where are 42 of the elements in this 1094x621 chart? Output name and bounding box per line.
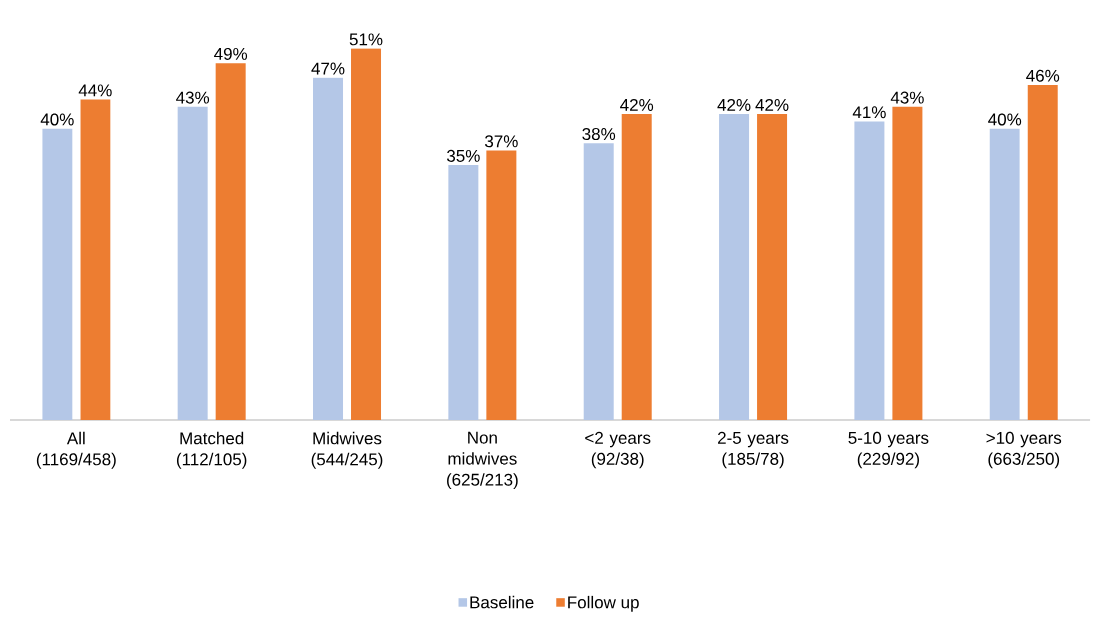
legend-label: Follow up: [568, 595, 639, 612]
x-tick-label: <2 years (92/38): [585, 431, 651, 469]
data-label: 43%: [890, 91, 924, 104]
bar: [621, 114, 652, 420]
data-label: 47%: [311, 62, 345, 75]
bar: [42, 128, 73, 420]
data-label: 40%: [40, 113, 74, 126]
data-label: 41%: [852, 106, 886, 119]
data-label: 44%: [78, 84, 112, 97]
bar: [448, 165, 479, 420]
bar: [351, 48, 382, 420]
data-label: 35%: [446, 149, 480, 162]
bar: [177, 106, 208, 420]
data-label: 46%: [1026, 69, 1060, 82]
bar: [313, 77, 344, 420]
data-label: 49%: [214, 47, 248, 60]
data-label: 40%: [988, 113, 1022, 126]
data-label: 43%: [176, 91, 210, 104]
x-tick-label: Non midwives (625/213): [447, 431, 518, 490]
bar: [757, 114, 788, 420]
x-tick-label: 2-5 years (185/78): [718, 431, 789, 469]
data-label: 42%: [717, 98, 751, 111]
bar: [1027, 84, 1058, 420]
data-label: 38%: [582, 128, 616, 141]
data-label: 37%: [484, 135, 518, 148]
x-tick-label: 5-10 years (229/92): [848, 431, 929, 469]
bar: [215, 63, 246, 420]
bar: [80, 99, 111, 420]
data-label: 42%: [755, 98, 789, 111]
x-tick-label: All (1169/458): [36, 431, 116, 469]
x-tick-label: >10 years (663/250): [986, 431, 1062, 469]
data-label: 51%: [349, 33, 383, 46]
bar: [719, 114, 750, 420]
data-label: 42%: [620, 98, 654, 111]
x-tick-label: Matched (112/105): [176, 431, 247, 469]
x-tick-label: Midwives (544/245): [311, 431, 383, 469]
bar: [583, 143, 614, 420]
bar: [854, 121, 885, 420]
bar: [989, 128, 1020, 420]
bar: [486, 150, 517, 420]
legend-label: Baseline: [470, 595, 534, 609]
bar: [892, 106, 923, 420]
